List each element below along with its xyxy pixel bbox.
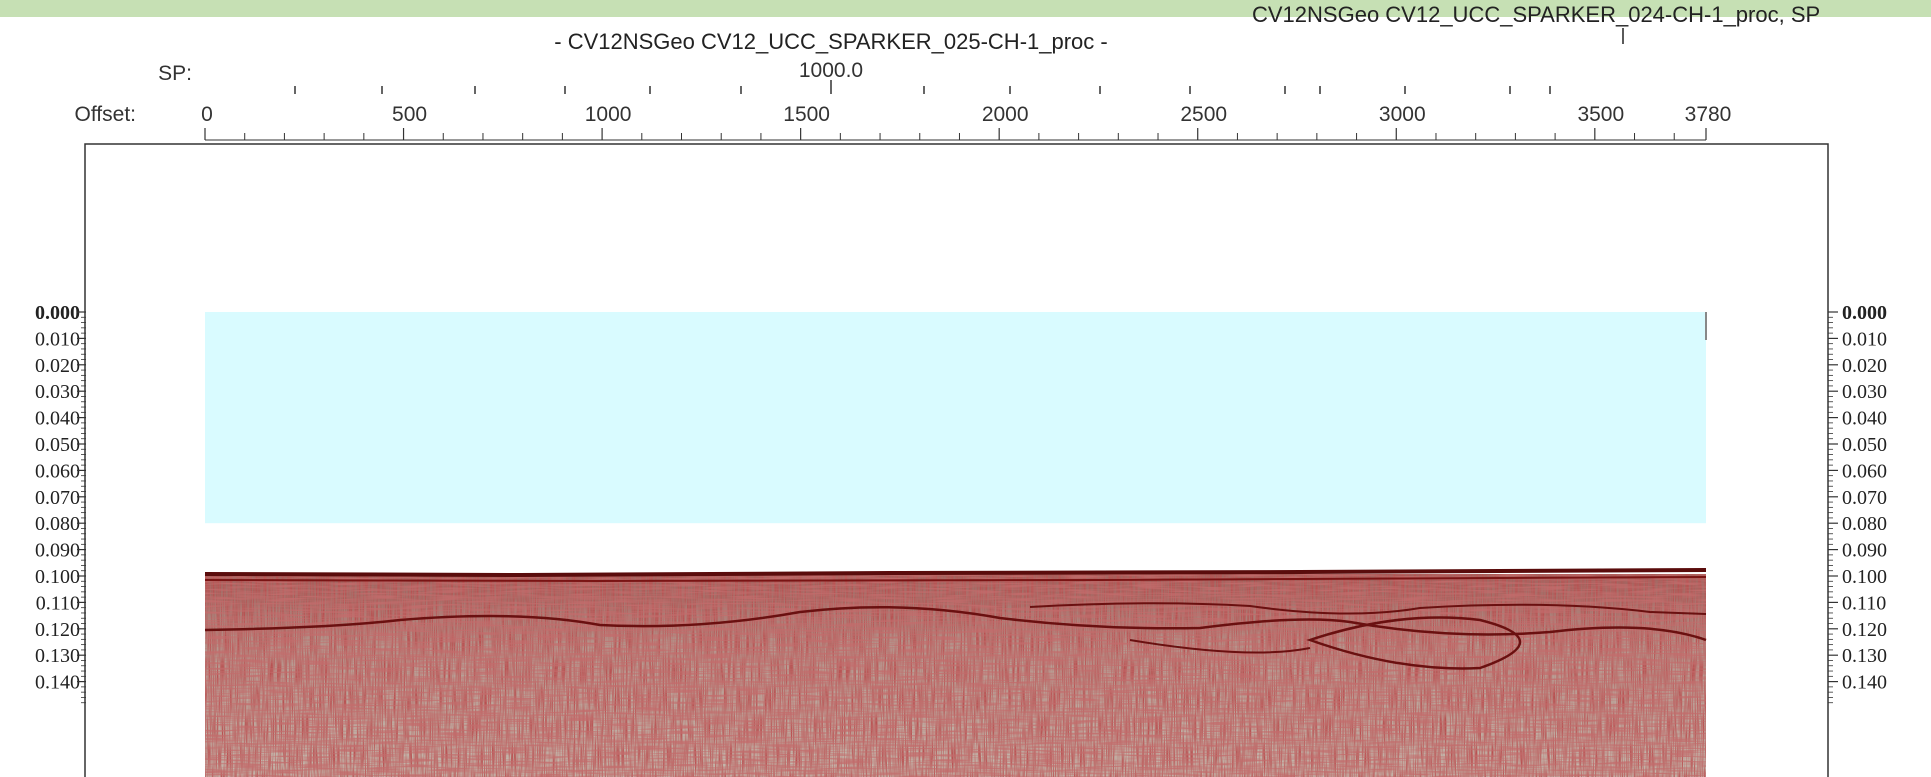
y-tick-label-right: 0.050	[1842, 434, 1887, 456]
y-tick-label-left: 0.080	[35, 513, 80, 535]
y-tick-label-left: 0.120	[35, 619, 80, 641]
y-tick-label-right: 0.140	[1842, 672, 1887, 694]
sp-label: SP:	[158, 62, 192, 85]
y-tick-label-left: 0.040	[35, 408, 80, 430]
y-tick-label-right: 0.040	[1842, 408, 1887, 430]
offset-label: Offset:	[75, 103, 136, 126]
offset-tick-label: 1500	[783, 103, 830, 126]
offset-tick-label: 3500	[1577, 103, 1624, 126]
offset-tick-label: 3000	[1379, 103, 1426, 126]
y-tick-label-left: 0.020	[35, 355, 80, 377]
y-tick-label-right: 0.130	[1842, 645, 1887, 667]
y-tick-label-left: 0.010	[35, 328, 80, 350]
offset-tick-label: 500	[392, 103, 427, 126]
offset-tick-label: 1000	[585, 103, 632, 126]
y-tick-label-right: 0.030	[1842, 381, 1887, 403]
y-tick-label-left: 0.050	[35, 434, 80, 456]
y-tick-label-left: 0.110	[36, 592, 80, 614]
y-tick-label-left: 0.030	[35, 381, 80, 403]
y-tick-label-right: 0.100	[1842, 566, 1887, 588]
y-tick-label-left: 0.090	[35, 540, 80, 562]
offset-tick-label: 2000	[982, 103, 1029, 126]
y-axis-left: 0.000 0.010 0.020 0.030 0.040 0.050 0.060 0.070…	[35, 302, 86, 703]
y-tick-label-right: 0.010	[1842, 328, 1887, 350]
y-tick-label-left: 0.140	[35, 672, 80, 694]
sp-value: 1000.0	[799, 59, 863, 82]
offset-tick-labels: 0 500 1000 1500 2000 2500 3000 3500 3780	[201, 103, 1731, 126]
chart-title: - CV12NSGeo CV12_UCC_SPARKER_025-CH-1_pr…	[554, 29, 1107, 54]
offset-tick-label: 2500	[1180, 103, 1227, 126]
y-tick-label-right: 0.120	[1842, 619, 1887, 641]
clipped-title: CV12NSGeo CV12_UCC_SPARKER_024-CH-1_proc…	[1252, 2, 1820, 27]
y-tick-label-left: 0.100	[35, 566, 80, 588]
y-tick-label-right: 0.110	[1842, 592, 1886, 614]
y-tick-label-right: 0.090	[1842, 540, 1887, 562]
y-tick-label-left: 0.070	[35, 487, 80, 509]
sp-tick-marks	[295, 80, 1550, 94]
water-column	[205, 312, 1706, 523]
y-tick-label-left: 0.130	[35, 645, 80, 667]
y-tick-label-right: 0.070	[1842, 487, 1887, 509]
offset-tick-label: 3780	[1685, 103, 1732, 126]
offset-tick-label: 0	[201, 103, 213, 126]
y-tick-label-right: 0.020	[1842, 355, 1887, 377]
y-tick-label-right: 0.080	[1842, 513, 1887, 535]
y-tick-label-left: 0.000	[35, 302, 80, 324]
y-tick-label-left: 0.060	[35, 460, 80, 482]
y-tick-label-right: 0.060	[1842, 460, 1887, 482]
offset-tick-marks	[205, 128, 1706, 140]
y-tick-label-right: 0.000	[1842, 302, 1887, 324]
y-axis-right: 0.000 0.010 0.020 0.030 0.040 0.050 0.060 0.070…	[1828, 302, 1887, 703]
